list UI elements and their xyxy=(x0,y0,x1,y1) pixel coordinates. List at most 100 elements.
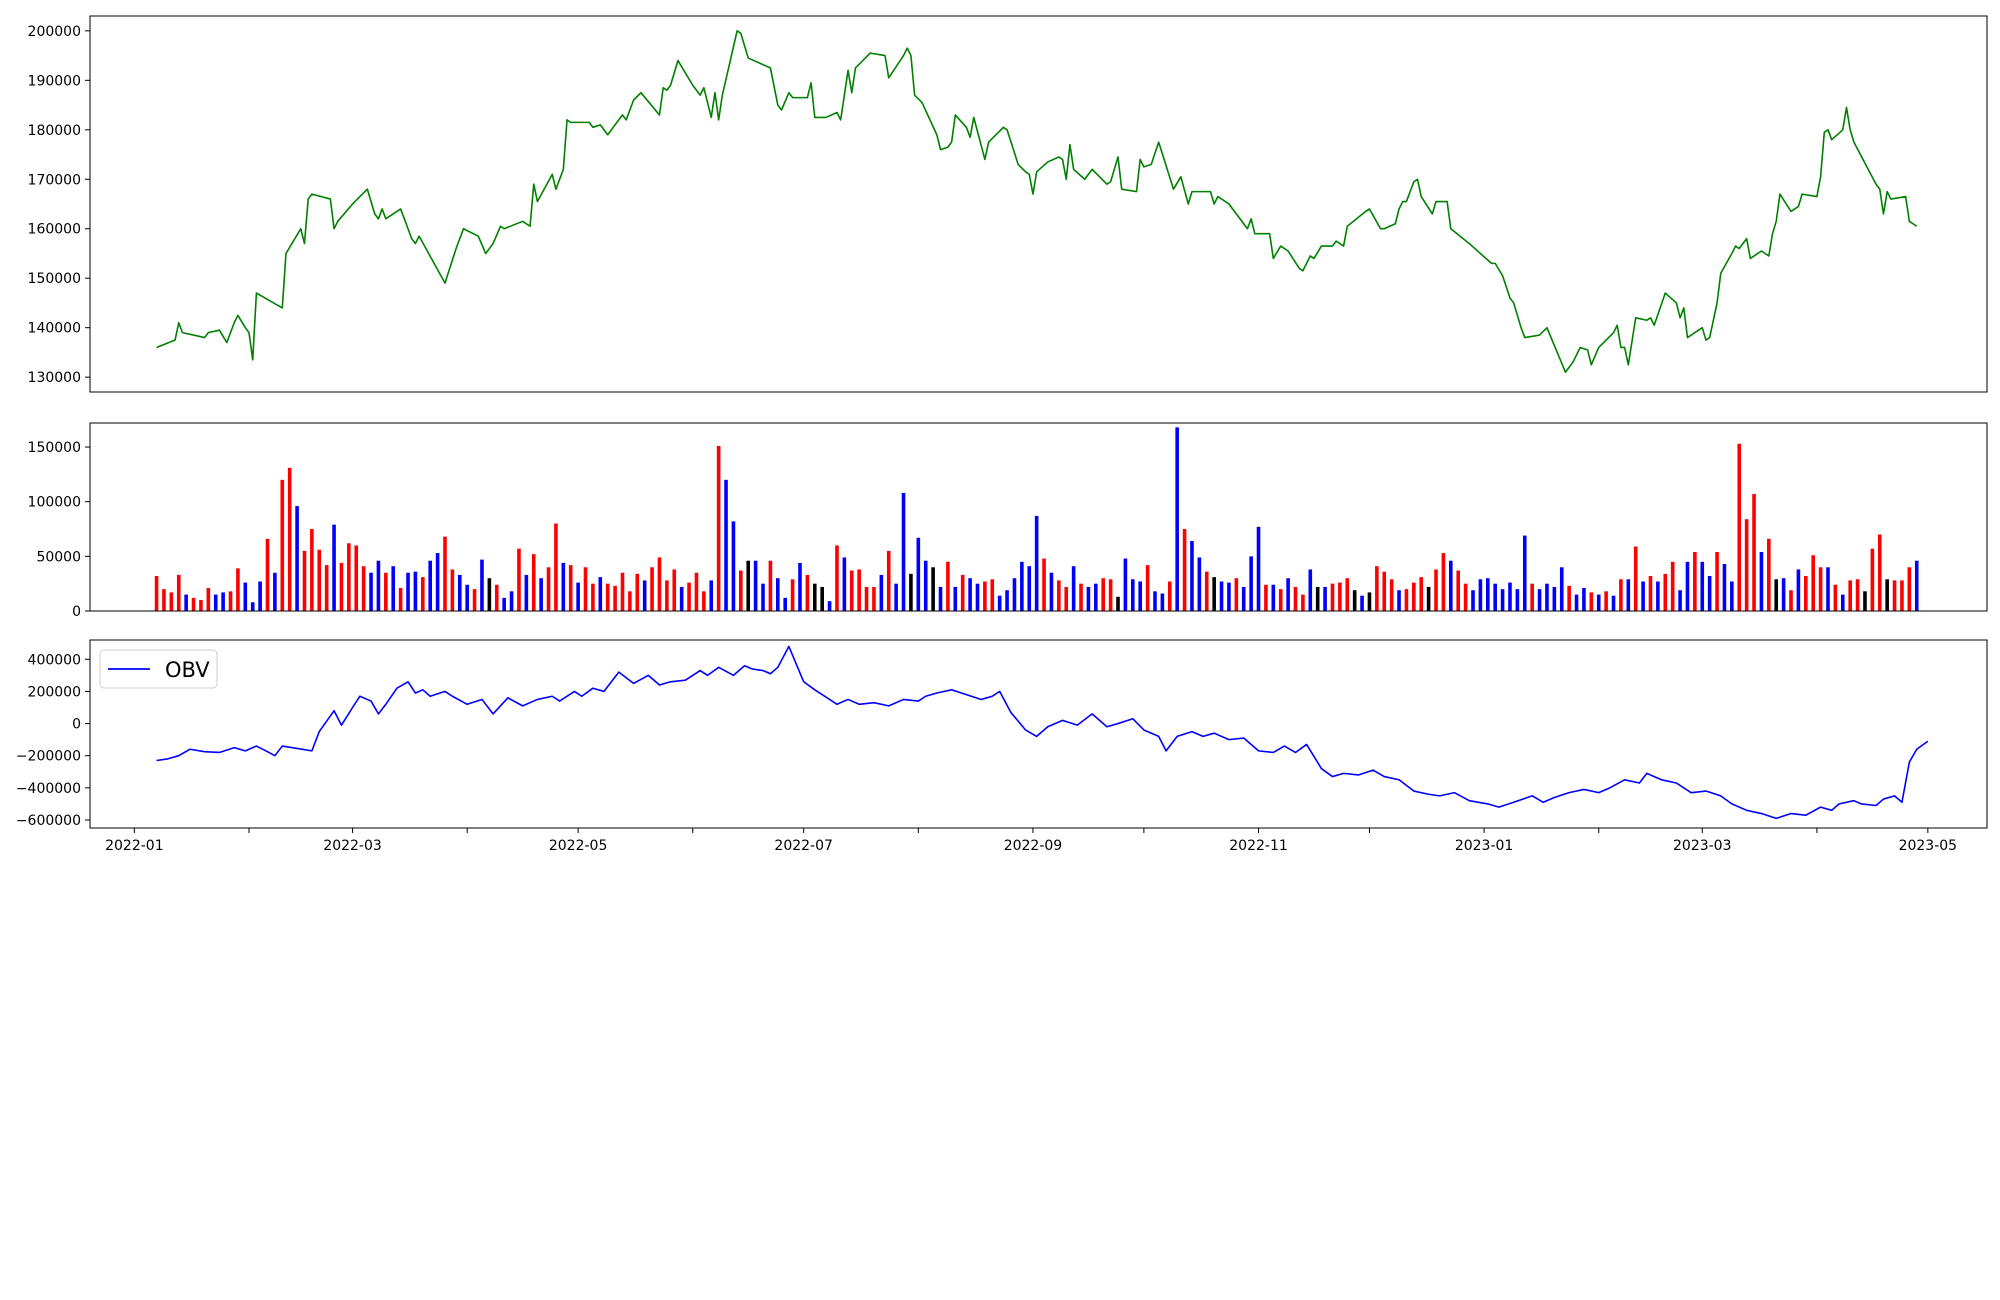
volume-bar xyxy=(162,589,166,611)
chart-panel-1: 130000 140000 150000 160000 170000 180000 1900… xyxy=(28,15,1988,393)
volume-bar xyxy=(953,586,958,611)
y-tick-label: 140000 xyxy=(28,321,81,337)
volume-bar xyxy=(347,543,351,611)
x-tick-label: 2022-11 xyxy=(1229,838,1288,854)
volume-bar xyxy=(1086,586,1091,611)
volume-bar xyxy=(1693,551,1697,611)
x-tick-label: 2023-01 xyxy=(1455,838,1514,854)
volume-bar xyxy=(221,592,225,611)
volume-bar xyxy=(642,580,647,611)
volume-bar xyxy=(546,567,551,611)
volume-bar xyxy=(184,594,188,611)
obv-line xyxy=(156,645,1929,820)
volume-bar xyxy=(1826,567,1830,611)
volume-bar xyxy=(724,479,728,611)
volume-bar xyxy=(1175,427,1179,611)
y-tick-label: −600000 xyxy=(16,813,81,829)
volume-bar xyxy=(1863,591,1867,611)
volume-bar xyxy=(1234,578,1239,611)
volume-bar xyxy=(894,583,898,611)
volume-bar xyxy=(354,545,359,611)
volume-bar xyxy=(857,569,861,611)
volume-bar xyxy=(1249,556,1253,611)
volume-bar xyxy=(842,557,847,611)
volume-bar xyxy=(376,560,381,611)
volume-bar xyxy=(605,583,610,611)
volume-bar xyxy=(650,567,654,611)
volume-bar xyxy=(1885,579,1889,611)
volume-bar xyxy=(702,591,706,611)
volume-bar xyxy=(228,591,233,611)
volume-bar xyxy=(1596,594,1601,611)
y-tick-label: 150000 xyxy=(28,440,81,456)
volume-bar xyxy=(287,467,292,611)
y-tick-label: 190000 xyxy=(28,73,81,89)
volume-bar xyxy=(384,572,388,611)
volume-bar xyxy=(635,573,640,611)
volume-bar xyxy=(849,570,854,611)
volume-bar xyxy=(1626,579,1631,611)
legend: OBV xyxy=(99,649,218,689)
volume-bar xyxy=(1522,535,1527,611)
volume-bar xyxy=(1204,571,1209,611)
legend-label: OBV xyxy=(165,658,210,682)
volume-bar xyxy=(983,581,987,611)
volume-bar xyxy=(1071,566,1076,611)
volume-bar xyxy=(1382,571,1387,611)
y-tick-label: 200000 xyxy=(28,684,81,700)
volume-bar xyxy=(1241,586,1246,611)
volume-bar xyxy=(1914,560,1919,611)
volume-bar xyxy=(1323,586,1327,611)
y-tick-label: 160000 xyxy=(28,222,81,238)
volume-bar xyxy=(1892,580,1897,611)
volume-bar xyxy=(687,582,691,611)
volume-bar xyxy=(435,553,440,611)
volume-bar xyxy=(628,591,632,611)
volume-bar xyxy=(716,445,721,611)
volume-bar xyxy=(1774,579,1779,611)
volume-bar xyxy=(598,577,603,611)
x-tick-label: 2022-03 xyxy=(323,838,382,854)
chart-panel-2: 0 50000 100000 150000 xyxy=(28,422,1988,620)
volume-bar xyxy=(1005,590,1009,611)
volume-bar xyxy=(1138,581,1142,611)
volume-bar xyxy=(1116,596,1120,611)
volume-bar xyxy=(524,574,529,611)
volume-bar xyxy=(258,581,262,611)
y-tick-label: −200000 xyxy=(16,749,81,765)
volume-bar xyxy=(1900,580,1904,611)
volume-bar xyxy=(295,506,299,611)
volume-bar xyxy=(1197,557,1202,611)
volume-bar xyxy=(199,600,203,611)
volume-bar xyxy=(1190,541,1194,611)
volume-bar xyxy=(820,586,824,611)
volume-bar xyxy=(1685,561,1690,611)
x-tick-label: 2022-09 xyxy=(1004,838,1063,854)
volume-bar xyxy=(1567,585,1571,611)
volume-bar xyxy=(1707,576,1712,611)
volume-bar xyxy=(827,601,832,611)
volume-bar xyxy=(975,583,980,611)
volume-bar xyxy=(273,572,277,611)
price-line xyxy=(156,30,1918,374)
volume-bar xyxy=(1870,548,1875,611)
volume-bar xyxy=(317,549,322,611)
volume-bar xyxy=(1530,583,1534,611)
x-tick-label: 2022-01 xyxy=(105,838,164,854)
volume-bar xyxy=(960,574,965,611)
volume-bar xyxy=(1449,560,1453,611)
volume-bar xyxy=(1153,591,1157,611)
volume-bar xyxy=(428,560,432,611)
volume-bar xyxy=(1034,515,1039,611)
volume-bar xyxy=(1286,578,1290,611)
volume-bar xyxy=(191,597,196,611)
volume-bar xyxy=(1759,551,1764,611)
volume-bar xyxy=(280,479,285,611)
volume-bar xyxy=(1145,565,1150,611)
volume-bar xyxy=(502,597,506,611)
volume-bar xyxy=(450,569,455,611)
volume-bar xyxy=(1648,576,1653,611)
volume-bar xyxy=(1131,579,1135,611)
volume-bar xyxy=(798,562,802,611)
volume-bar xyxy=(761,583,765,611)
